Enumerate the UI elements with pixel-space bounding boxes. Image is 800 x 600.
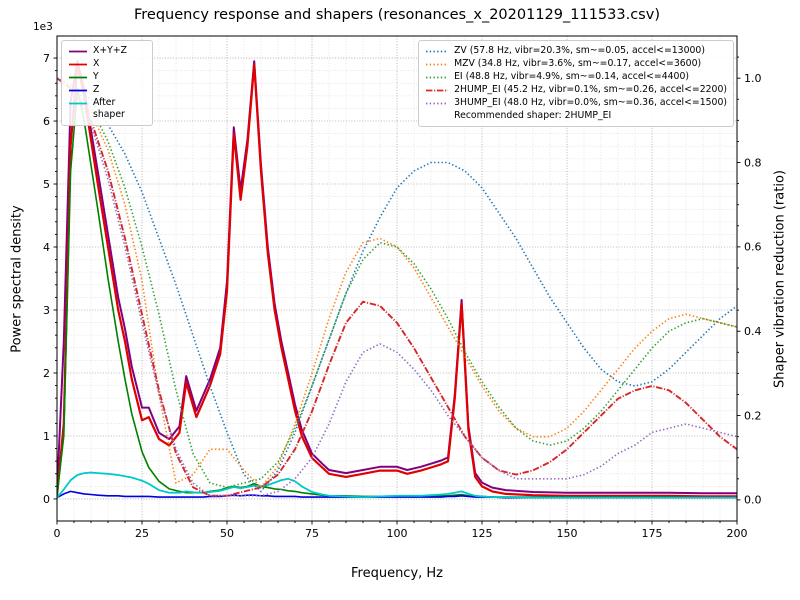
x-axis-label: Frequency, Hz — [350, 566, 444, 581]
shaper-2HUMP_EI-line — [57, 77, 737, 497]
legend-item: Y — [68, 71, 146, 83]
curves — [57, 60, 737, 499]
y-axis-multiplier: 1e3 — [33, 21, 53, 33]
legend-shapers: ZV (57.8 Hz, vibr=20.3%, sm~=0.05, accel… — [418, 40, 734, 128]
legend-line-sample — [426, 102, 449, 105]
legend-line-sample — [426, 63, 449, 66]
legend-line-sample — [69, 89, 87, 92]
legend-psd: X+Y+Z X Y Z After shaper — [61, 40, 153, 127]
y-right-tick-label: 0.0 — [744, 494, 762, 507]
legend-item: MZV (34.8 Hz, vibr=3.6%, sm~=0.17, accel… — [425, 58, 727, 70]
shaper-MZV-line — [57, 77, 737, 489]
x-tick-label: 0 — [54, 527, 61, 540]
legend-item: ZV (57.8 Hz, vibr=20.3%, sm~=0.05, accel… — [425, 45, 727, 57]
shaper-ZV-line — [57, 77, 737, 493]
y-right-tick-label: 0.8 — [744, 156, 762, 169]
y-axis-label-right: Shaper vibration reduction (ratio) — [772, 170, 788, 388]
legend-item: Recommended shaper: 2HUMP_EI — [425, 110, 727, 122]
chart-title: Frequency response and shapers (resonanc… — [134, 7, 660, 23]
x-tick-label: 125 — [472, 527, 493, 540]
legend-label: EI (48.8 Hz, vibr=4.9%, sm~=0.14, accel<… — [454, 71, 690, 83]
legend-line-sample — [426, 76, 449, 79]
y-right-tick-label: 0.6 — [744, 241, 762, 254]
legend-line-sample — [426, 50, 449, 53]
x-tick-label: 200 — [727, 527, 748, 540]
legend-item: EI (48.8 Hz, vibr=4.9%, sm~=0.14, accel<… — [425, 71, 727, 83]
y-left-tick-label: 7 — [43, 52, 50, 65]
shaper-3HUMP_EI-line — [57, 77, 737, 497]
psd-x-line — [57, 63, 737, 498]
y-right-tick-label: 0.4 — [744, 325, 762, 338]
tick-marks — [53, 56, 741, 525]
y-left-tick-label: 3 — [43, 304, 50, 317]
x-tick-label: 150 — [557, 527, 578, 540]
legend-line-sample — [69, 50, 87, 53]
psd-after-line — [57, 471, 737, 499]
y-left-tick-label: 5 — [43, 178, 50, 191]
y-right-tick-label: 0.2 — [744, 409, 762, 422]
legend-label: After shaper — [93, 97, 125, 121]
legend-line-sample — [69, 76, 87, 79]
y-axis-label-left: Power spectral density — [9, 205, 25, 353]
y-left-tick-label: 4 — [43, 241, 50, 254]
legend-line-sample — [69, 102, 87, 105]
legend-item: X+Y+Z — [68, 45, 146, 57]
legend-item: X — [68, 58, 146, 70]
legend-label: ZV (57.8 Hz, vibr=20.3%, sm~=0.05, accel… — [454, 45, 705, 56]
legend-label: Z — [93, 84, 100, 96]
x-tick-label: 175 — [642, 527, 663, 540]
tick-labels: 0 25 50 75 100 125 150 175 200 0 1 2 3 4 5 6 7 0.0 0.2 0.4 0… — [43, 52, 762, 540]
psd-z-line — [57, 490, 737, 499]
legend-label: X — [93, 58, 100, 70]
legend-item: 3HUMP_EI (48.0 Hz, vibr=0.0%, sm~=0.36, … — [425, 97, 727, 109]
y-left-tick-label: 0 — [43, 493, 50, 506]
legend-label: X+Y+Z — [93, 45, 127, 56]
legend-item: 2HUMP_EI (45.2 Hz, vibr=0.1%, sm~=0.26, … — [425, 84, 727, 96]
x-tick-label: 100 — [387, 527, 408, 540]
y-right-tick-label: 1.0 — [744, 72, 762, 85]
legend-line-sample — [425, 112, 449, 121]
legend-label: Recommended shaper: 2HUMP_EI — [454, 110, 612, 122]
psd-xyz-line — [57, 60, 737, 495]
legend-label: 2HUMP_EI (45.2 Hz, vibr=0.1%, sm~=0.26, … — [454, 84, 727, 96]
y-left-tick-label: 6 — [43, 115, 50, 128]
x-tick-label: 50 — [220, 527, 234, 540]
legend-label: MZV (34.8 Hz, vibr=3.6%, sm~=0.17, accel… — [454, 58, 702, 70]
legend-item: Z — [68, 84, 146, 96]
legend-item: After shaper — [68, 97, 146, 121]
legend-line-sample — [426, 89, 449, 92]
y-left-tick-label: 1 — [43, 430, 50, 443]
legend-label: 3HUMP_EI (48.0 Hz, vibr=0.0%, sm~=0.36, … — [454, 97, 727, 109]
legend-line-sample — [69, 63, 87, 66]
x-tick-label: 75 — [305, 527, 319, 540]
y-left-tick-label: 2 — [43, 367, 50, 380]
legend-label: Y — [93, 71, 99, 83]
x-tick-label: 25 — [135, 527, 149, 540]
